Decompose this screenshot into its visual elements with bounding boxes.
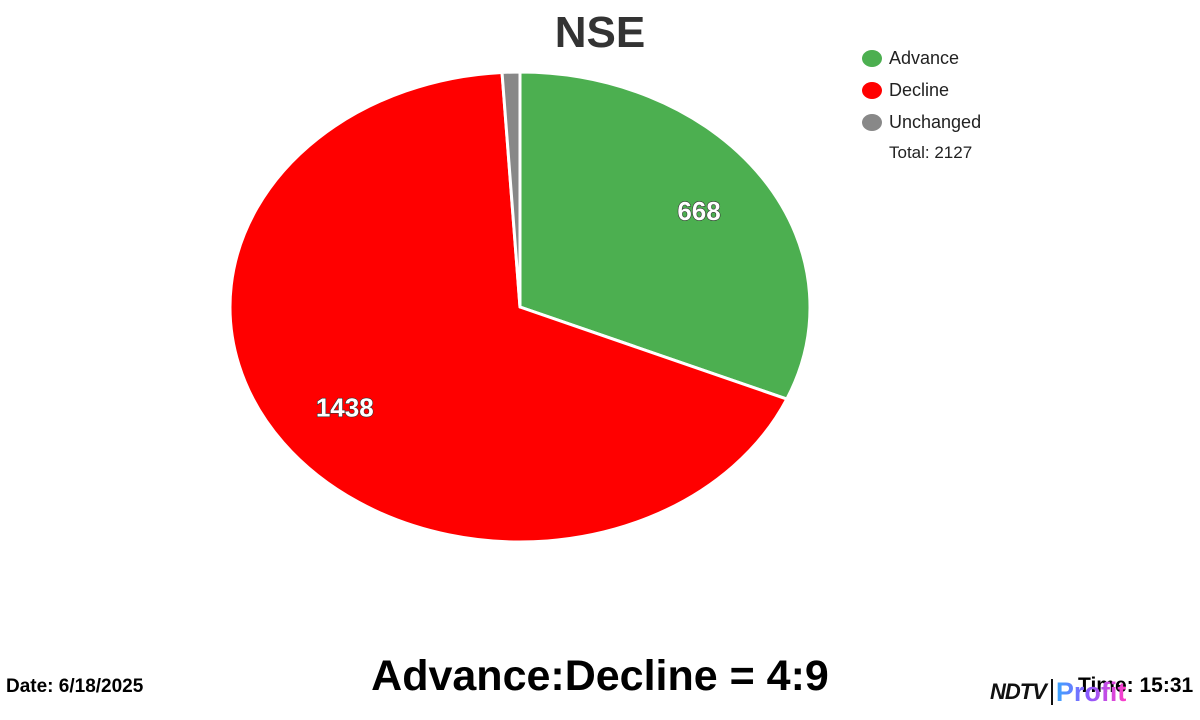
advance-decline-ratio: Advance:Decline = 4:9: [371, 652, 829, 700]
pie-slice-advance[interactable]: [518, 70, 812, 401]
pie-slice-unchanged[interactable]: [500, 70, 522, 309]
pie-slice-decline[interactable]: [228, 70, 789, 544]
legend-label-decline: Decline: [889, 79, 950, 100]
time-label: Time: 15:31: [1078, 674, 1194, 697]
legend-item-decline[interactable]: Decline: [862, 74, 981, 106]
legend-swatch-decline: [862, 81, 882, 99]
legend-label-unchanged: Unchanged: [889, 111, 982, 132]
legend-item-advance[interactable]: Advance: [862, 42, 981, 74]
legend-total: Total: 2127: [889, 143, 973, 162]
legend-swatch-unchanged: [862, 113, 882, 131]
profit-logo-text: Profit: [1055, 676, 1127, 707]
legend-item-unchanged[interactable]: Unchanged: [862, 106, 981, 138]
legend-label-advance: Advance: [889, 47, 960, 68]
date-label: Date: 6/18/2025: [6, 676, 144, 697]
logo-divider: [1050, 679, 1053, 705]
ndtv-profit-logo: NDTV Profit: [990, 674, 1126, 710]
ndtv-logo-text: NDTV: [990, 679, 1048, 705]
legend-swatch-advance: [862, 49, 882, 67]
pie-label-advance: 668: [677, 196, 720, 226]
chart-title: NSE: [554, 8, 646, 57]
pie-label-decline: 1438: [316, 392, 374, 422]
legend: Advance Decline Unchanged Total: 2127: [862, 42, 981, 168]
